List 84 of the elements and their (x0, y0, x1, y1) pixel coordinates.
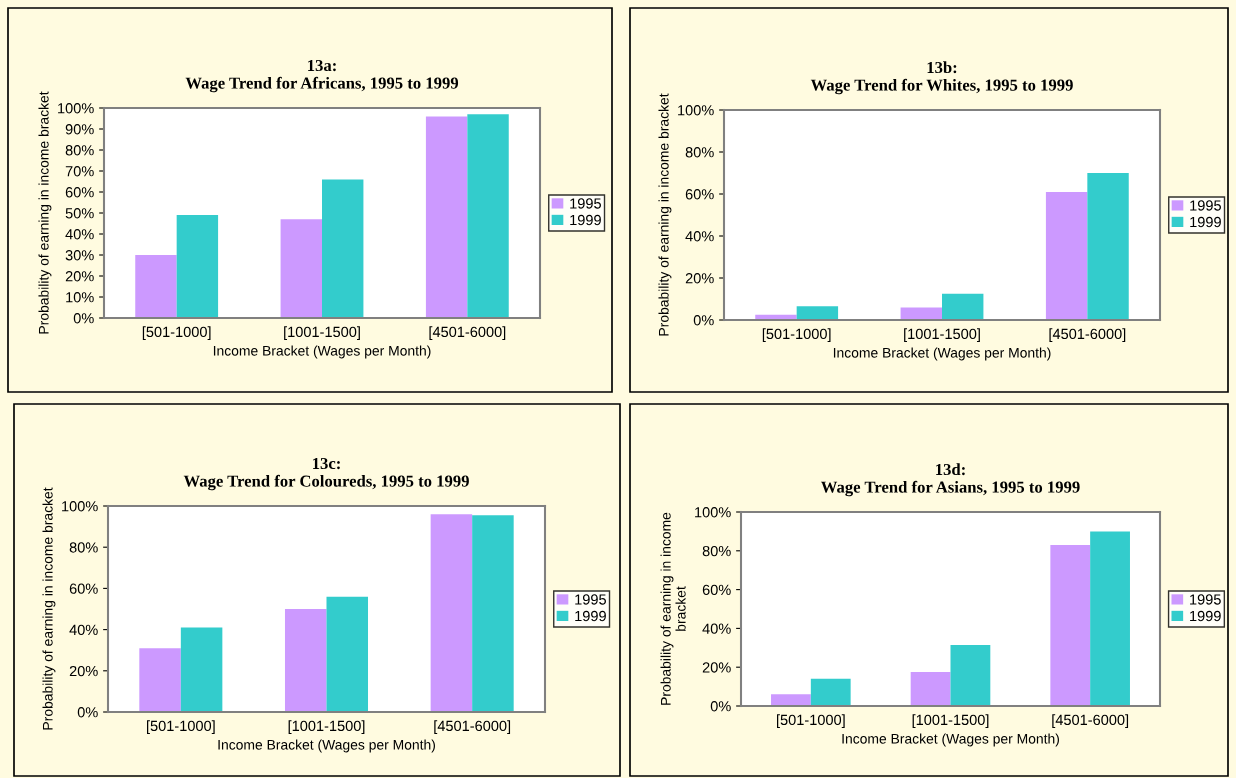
y-tick-label: 40% (69, 624, 98, 636)
y-tick-label: 20% (702, 662, 731, 673)
y-axis-title: Probability of earning in income bracket (42, 487, 56, 730)
bar (280, 219, 322, 318)
y-axis-title: Probability of earning in income bracket (660, 512, 686, 705)
y-tick-label: 100% (58, 103, 94, 114)
bar (810, 678, 851, 706)
legend-label: 1995 (575, 594, 606, 605)
y-tick-label: 10% (66, 292, 94, 303)
bar (326, 596, 369, 712)
bar (1090, 531, 1130, 706)
bar (430, 514, 473, 712)
x-tick-label: [4501-6000] (429, 326, 506, 340)
legend-label: 1995 (1190, 594, 1221, 605)
bar (1050, 544, 1091, 706)
x-tick-label: [501-1000] (762, 328, 831, 342)
y-tick-label: 60% (685, 189, 714, 200)
x-axis-title: Income Bracket (Wages per Month) (213, 345, 431, 359)
y-tick-label: 20% (69, 665, 98, 677)
y-tick-label: 0% (73, 313, 94, 324)
chart-title: 13b: Wage Trend for Whites, 1995 to 1999 (810, 61, 1073, 95)
bar (900, 307, 942, 320)
bar (472, 515, 514, 712)
y-tick-label: 80% (685, 147, 714, 158)
x-tick-label: [501-1000] (147, 720, 215, 734)
y-tick-label: 60% (69, 583, 98, 594)
y-tick-label: 40% (65, 229, 94, 240)
x-axis-title: Income Bracket (Wages per Month) (833, 347, 1051, 361)
x-tick-label: [1001-1500] (284, 326, 360, 340)
x-tick-label: [1001-1500] (904, 328, 980, 342)
bar (910, 672, 951, 706)
y-tick-label: 20% (65, 271, 94, 282)
y-tick-label: 20% (685, 273, 714, 284)
y-tick-label: 80% (69, 542, 98, 553)
x-tick-label: [501-1000] (142, 326, 211, 340)
bar (1087, 173, 1129, 320)
bar (771, 694, 811, 706)
y-tick-label: 100% (62, 501, 98, 512)
bar (950, 644, 991, 706)
bar (942, 293, 984, 320)
x-tick-label: [4501-6000] (434, 720, 511, 734)
bar (176, 215, 219, 318)
y-tick-label: 30% (65, 250, 94, 261)
x-axis-title: Income Bracket (Wages per Month) (842, 733, 1059, 747)
legend-label: 1999 (570, 214, 601, 226)
x-axis-title: Income Bracket (Wages per Month) (218, 739, 435, 753)
chart-title: 13a: Wage Trend for Africans, 1995 to 1999 (185, 59, 459, 93)
bar (284, 609, 327, 712)
legend-label: 1995 (570, 198, 601, 209)
x-tick-label: [4501-6000] (1049, 328, 1126, 342)
bar (322, 179, 364, 318)
y-tick-label: 0% (77, 707, 98, 718)
y-tick-label: 90% (65, 124, 94, 135)
y-tick-label: 80% (65, 145, 94, 156)
y-tick-label: 50% (65, 208, 94, 219)
y-tick-label: 80% (702, 545, 731, 557)
legend-label: 1999 (1190, 216, 1221, 228)
x-tick-label: [1001-1500] (912, 714, 989, 728)
y-tick-label: 100% (695, 507, 731, 518)
y-axis-title: Probability of earning in income bracket (38, 91, 52, 334)
bar (467, 114, 509, 318)
x-tick-label: [4501-6000] (1052, 714, 1129, 728)
y-tick-label: 70% (65, 166, 94, 177)
y-tick-label: 0% (710, 701, 731, 712)
x-tick-label: [1001-1500] (288, 720, 365, 734)
y-tick-label: 60% (702, 584, 731, 596)
legend-label: 1995 (1190, 200, 1221, 211)
bar (180, 627, 223, 712)
y-tick-label: 40% (685, 231, 714, 242)
chart-title: 13d: Wage Trend for Asians, 1995 to 1999 (820, 463, 1080, 497)
bar (425, 116, 468, 318)
legend-label: 1999 (575, 610, 606, 622)
y-tick-label: 100% (678, 105, 714, 116)
bar (796, 306, 839, 320)
x-tick-label: [501-1000] (777, 714, 845, 728)
y-tick-label: 60% (65, 187, 94, 198)
bar (1045, 191, 1088, 320)
bar (135, 255, 177, 318)
y-axis-title: Probability of earning in income bracket (658, 93, 672, 336)
legend-label: 1999 (1190, 610, 1221, 622)
chart-title: 13c: Wage Trend for Coloureds, 1995 to 1999 (183, 457, 469, 491)
bar (139, 648, 181, 712)
y-tick-label: 0% (693, 315, 714, 326)
y-tick-label: 40% (702, 623, 731, 634)
